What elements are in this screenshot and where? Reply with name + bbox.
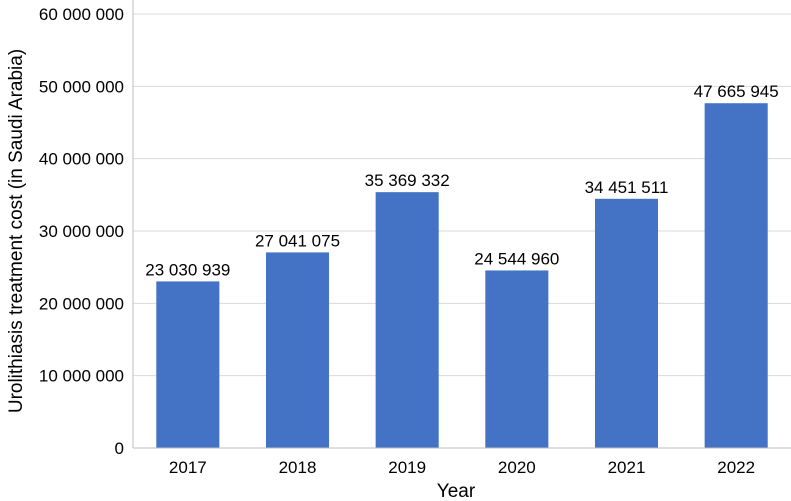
bar-2020 (485, 270, 549, 448)
x-tick-label: 2019 (388, 458, 426, 477)
y-tick-labels: 0 10 000 000 20 000 000 30 000 000 40 000 00… (39, 5, 124, 458)
x-tick-label: 2021 (608, 458, 646, 477)
bar-2017 (156, 281, 220, 448)
data-labels: 23 030 939 27 041 075 35 369 332 24 544 960… (145, 82, 778, 279)
data-label: 47 665 945 (694, 82, 779, 101)
bar-2018 (265, 252, 330, 448)
y-tick-label: 30 000 000 (39, 222, 124, 241)
y-tick-label: 20 000 000 (39, 294, 124, 313)
x-axis-title: Year (437, 481, 476, 501)
axes (132, 0, 791, 449)
x-tick-label: 2017 (169, 458, 207, 477)
bar-2022 (704, 103, 768, 448)
data-label: 35 369 332 (365, 171, 450, 190)
bar-2019 (375, 192, 439, 448)
y-axis-title: Urolithiasis treatment cost (in Saudi Ar… (6, 49, 27, 413)
bars (156, 103, 768, 448)
data-label: 34 451 511 (585, 178, 669, 197)
x-tick-label: 2020 (498, 458, 536, 477)
y-tick-label: 50 000 000 (39, 77, 124, 96)
y-tick-label: 10 000 000 (39, 367, 124, 386)
y-tick-label: 40 000 000 (39, 150, 124, 169)
data-label: 27 041 075 (255, 231, 340, 250)
x-tick-labels: 2017 2018 2019 2020 2021 2022 (169, 458, 755, 477)
x-tick-label: 2018 (279, 458, 317, 477)
bar-2021 (594, 198, 659, 448)
y-tick-label: 60 000 000 (39, 5, 124, 24)
gridlines (133, 13, 791, 377)
data-label: 23 030 939 (145, 260, 230, 279)
x-tick-label: 2022 (717, 458, 755, 477)
y-tick-label: 0 (115, 439, 124, 458)
data-label: 24 544 960 (474, 249, 559, 268)
